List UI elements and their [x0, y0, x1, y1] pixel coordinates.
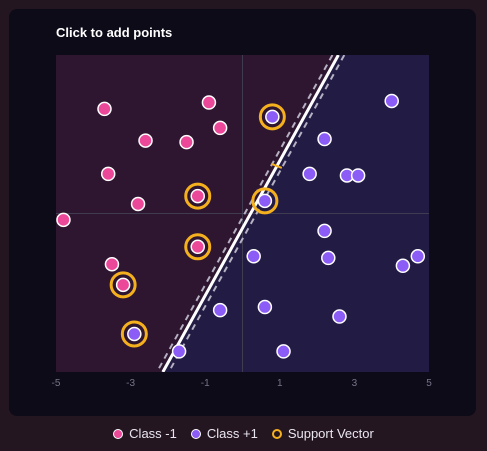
support-vector-ring [120, 320, 148, 348]
data-point-class-pos [317, 223, 332, 239]
x-axis-ticks: -5 -3 -1 1 3 5 [52, 378, 433, 389]
decision-boundary [161, 55, 340, 372]
x-tick-label: -3 [126, 378, 135, 389]
data-point-class-pos [317, 131, 332, 147]
x-tick-label: -5 [52, 378, 61, 389]
legend-item-class-pos: Class +1 [190, 426, 258, 441]
data-point-class-neg [201, 95, 217, 110]
data-point-class-pos [171, 344, 187, 359]
data-point-class-neg [179, 134, 194, 150]
legend-label-class-neg: Class -1 [129, 426, 177, 441]
data-point-class-neg [115, 277, 131, 293]
x-tick-label: 1 [277, 378, 283, 389]
legend-label-support-vector: Support Vector [287, 426, 374, 441]
x-tick-label: -1 [201, 378, 210, 389]
data-point-class-pos [321, 250, 336, 266]
support-vector-ring [184, 233, 212, 261]
data-point-class-pos [302, 166, 317, 182]
x-tick-label: 3 [352, 378, 358, 389]
data-point-class-neg [100, 166, 116, 182]
data-point-class-pos [410, 249, 426, 264]
data-point-class-pos [350, 168, 366, 183]
support-vector-ring [258, 103, 286, 131]
margin-line-neg [167, 55, 346, 372]
data-point-class-neg [190, 239, 205, 255]
legend: Class -1 Class +1 Support Vector [0, 426, 487, 441]
data-point-class-pos [276, 344, 291, 359]
data-point-class-pos [265, 109, 280, 125]
margin-line-pos [156, 55, 334, 372]
data-point-class-pos [332, 309, 347, 324]
data-point-class-neg [212, 120, 228, 136]
margin-width-indicator [271, 163, 283, 169]
data-point-class-pos [246, 249, 261, 264]
data-point-class-neg [97, 101, 112, 117]
x-tick-label: 5 [426, 378, 432, 389]
data-point-class-pos [127, 326, 142, 342]
data-point-class-pos [257, 193, 273, 209]
data-point-class-pos [395, 258, 411, 274]
class-neg-swatch [113, 428, 124, 439]
data-point-class-pos [384, 93, 399, 109]
legend-label-class-pos: Class +1 [206, 426, 258, 441]
support-vector-ring [184, 182, 212, 210]
support-vector-swatch [271, 428, 282, 439]
support-vector-ring [251, 187, 279, 215]
data-point-class-neg [130, 196, 146, 212]
legend-item-class-neg: Class -1 [113, 426, 177, 441]
data-point-class-neg [190, 188, 205, 204]
data-point-class-pos [212, 302, 228, 318]
data-points [56, 93, 426, 359]
data-point-class-neg [104, 256, 120, 272]
data-point-class-neg [56, 212, 71, 228]
class-pos-swatch [190, 428, 201, 439]
data-point-class-pos [257, 299, 273, 315]
instruction-text: Click to add points [56, 25, 173, 40]
svm-plot[interactable]: -5 -3 -1 1 3 5 [0, 0, 487, 420]
data-point-class-neg [138, 133, 153, 148]
support-vector-ring [109, 271, 137, 299]
legend-item-support-vector: Support Vector [271, 426, 374, 441]
